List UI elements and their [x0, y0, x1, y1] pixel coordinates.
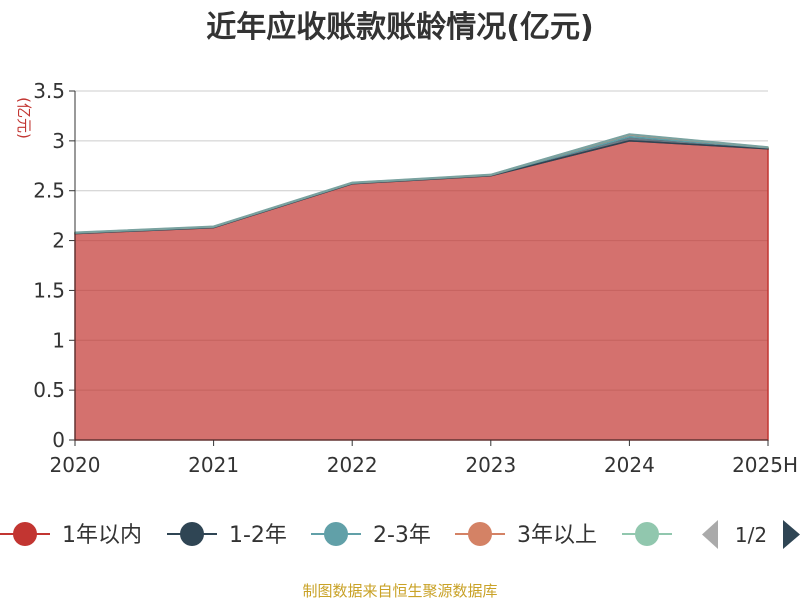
- legend-marker: [324, 522, 348, 546]
- legend-marker: [468, 522, 492, 546]
- y-tick-label: 2.5: [33, 179, 65, 203]
- x-tick-label: 2022: [327, 453, 378, 477]
- y-tick-label: 3.5: [33, 79, 65, 103]
- x-tick-labels: 2020 2021 2022 2023 2024 2025H: [50, 453, 798, 477]
- legend-item[interactable]: [622, 522, 672, 546]
- legend-label: 1-2年: [229, 523, 287, 548]
- legend-label: 1年以内: [62, 523, 142, 548]
- y-tick-label: 1: [52, 328, 65, 352]
- y-tick-label: 0: [52, 428, 65, 452]
- legend-item[interactable]: 3年以上: [455, 522, 597, 548]
- legend-item[interactable]: 1-2年: [167, 522, 287, 548]
- axes: [74, 91, 769, 446]
- x-tick-label: 2024: [604, 453, 655, 477]
- legend-item[interactable]: 2-3年: [311, 522, 431, 548]
- y-tick-label: 0.5: [33, 378, 65, 402]
- legend[interactable]: 1年以内 1-2年 2-3年 3年以上 1/2: [0, 520, 800, 549]
- x-tick-label: 2020: [50, 453, 101, 477]
- data-source-note: 制图数据来自恒生聚源数据库: [302, 582, 497, 600]
- legend-label: 3年以上: [517, 523, 597, 548]
- series-areas: [74, 133, 769, 441]
- series-area: [74, 140, 769, 441]
- legend-prev-page-icon[interactable]: [702, 520, 718, 549]
- x-tick-label: 2023: [465, 453, 516, 477]
- y-tick-label: 2: [52, 229, 65, 253]
- y-tick-label: 3: [52, 129, 65, 153]
- legend-item[interactable]: 1年以内: [0, 522, 142, 548]
- legend-label: 2-3年: [373, 523, 431, 548]
- legend-page-indicator: 1/2: [735, 523, 767, 547]
- legend-next-page-icon[interactable]: [783, 520, 800, 549]
- chart-title: 近年应收账款账龄情况(亿元): [206, 10, 593, 45]
- x-tick-label: 2021: [188, 453, 239, 477]
- x-tick-label: 2025H: [732, 453, 798, 477]
- y-tick-label: 1.5: [33, 278, 65, 302]
- y-axis-label: (亿元): [15, 97, 33, 139]
- y-tick-labels: 0 0.5 1 1.5 2 2.5 3 3.5: [33, 79, 65, 452]
- legend-marker: [180, 522, 204, 546]
- legend-marker: [635, 522, 659, 546]
- stack-top-line: [74, 133, 769, 234]
- legend-marker: [13, 522, 37, 546]
